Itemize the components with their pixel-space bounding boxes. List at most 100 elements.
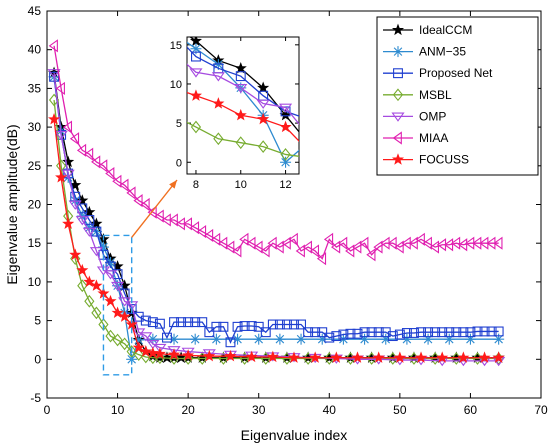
data-point [211, 321, 222, 332]
data-point [316, 252, 327, 266]
data-point [472, 326, 483, 337]
zoom-region-box [102, 234, 133, 376]
data-point [69, 248, 82, 260]
data-point [324, 332, 335, 343]
data-point [211, 72, 225, 82]
data-point [458, 238, 468, 252]
y-tick-label: 25 [28, 159, 42, 173]
x-tick-label: 0 [44, 403, 51, 417]
data-point [394, 240, 404, 254]
data-point [257, 112, 270, 125]
data-point [49, 71, 60, 82]
data-point [119, 178, 129, 192]
series-msbl [187, 120, 299, 161]
series-miaa [48, 39, 503, 266]
data-point [415, 232, 425, 246]
data-point [443, 238, 454, 252]
data-point [202, 349, 216, 359]
data-point [83, 275, 96, 288]
legend-label: Proposed Net [419, 66, 493, 80]
data-point [111, 306, 124, 319]
data-point [70, 252, 81, 266]
series-focuss [48, 113, 505, 363]
data-point [83, 147, 94, 161]
legend-box [376, 16, 539, 176]
data-point [62, 217, 75, 229]
inset-plot-area: 8 10 12 0 5 10 15 [170, 36, 300, 191]
data-point [118, 310, 131, 322]
inset-y-tick-label: 5 [176, 118, 182, 130]
data-point [280, 156, 292, 168]
data-point [55, 171, 68, 183]
data-point [258, 140, 269, 153]
data-point [189, 68, 203, 78]
series-omp [187, 63, 299, 125]
data-point [133, 348, 144, 362]
legend-label: MIAA [419, 131, 448, 145]
data-point [373, 240, 383, 254]
data-point [62, 120, 73, 134]
data-point [493, 236, 503, 250]
data-point [112, 174, 122, 188]
data-point [486, 326, 497, 337]
data-point [235, 71, 246, 82]
data-point [126, 345, 137, 358]
legend-marker [392, 88, 404, 102]
data-point [83, 205, 96, 218]
data-point [331, 331, 342, 342]
data-point [154, 351, 166, 365]
data-point [330, 240, 341, 254]
data-point [189, 333, 201, 345]
series-line [187, 46, 299, 117]
data-point [436, 351, 449, 363]
data-point [203, 228, 214, 243]
data-point [387, 331, 398, 342]
data-point [451, 327, 462, 338]
data-point [182, 349, 195, 361]
y-tick-label: 15 [28, 236, 42, 250]
data-point [48, 39, 58, 53]
data-point [352, 328, 363, 339]
y-axis-label: Eigenvalue amplitude(dB) [4, 124, 20, 284]
data-point [479, 326, 490, 337]
data-point [218, 321, 229, 332]
y-tick-label: 20 [28, 198, 42, 212]
data-point [76, 263, 89, 276]
legend-entry: MIAA [383, 131, 448, 145]
series-line [53, 99, 499, 360]
data-point [183, 352, 194, 365]
data-point [288, 232, 298, 246]
data-point [267, 236, 277, 250]
data-point [232, 244, 242, 258]
legend-label: ANM−35 [419, 45, 466, 59]
inset-y-tick-label: 15 [170, 40, 182, 52]
data-point [373, 327, 384, 338]
data-point [310, 327, 321, 338]
data-point [204, 327, 215, 338]
data-point [372, 351, 385, 363]
data-point [103, 270, 118, 280]
data-point [153, 343, 167, 354]
y-tick-label: 30 [28, 120, 42, 134]
data-point [387, 236, 397, 250]
data-point [224, 349, 237, 362]
data-point [317, 327, 328, 338]
data-point [359, 236, 369, 250]
data-point [75, 216, 89, 226]
data-point [210, 333, 222, 345]
data-point [281, 236, 291, 250]
inset-x-tick-label: 12 [279, 179, 291, 191]
legend-label: OMP [419, 109, 446, 123]
data-point [394, 329, 405, 340]
data-point [91, 306, 102, 320]
data-point [90, 279, 103, 291]
x-tick-label: 40 [323, 403, 337, 417]
legend-label: MSBL [419, 88, 452, 102]
legend-entry: ANM−35 [383, 45, 466, 59]
data-point [352, 240, 362, 254]
x-tick-label: 60 [464, 403, 478, 417]
data-point [212, 97, 225, 109]
data-point [266, 350, 279, 363]
legend-marker [393, 68, 403, 79]
data-point [323, 232, 334, 246]
